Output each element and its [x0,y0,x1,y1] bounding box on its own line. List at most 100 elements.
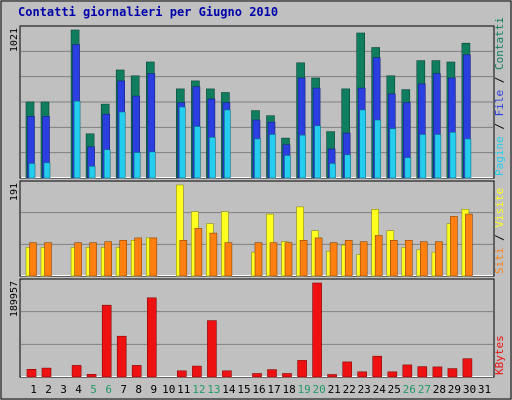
series-label-visits: Siti / Visite [493,188,506,274]
day-label-30: 30 [463,383,476,396]
bar-kbytes-day-17 [267,369,277,378]
bar-kbytes-day-25 [387,371,398,378]
bar-siti-day-1 [29,242,37,277]
day-label-22: 22 [343,383,356,396]
series-label-part: / [493,116,506,136]
bar-pagine-day-8 [133,152,141,179]
bar-siti-day-20 [314,237,323,277]
day-label-9: 9 [150,383,157,396]
day-label-16: 16 [252,383,265,396]
bar-siti-day-29 [450,216,458,277]
bar-siti-day-9 [149,237,158,277]
chart-title: Contatti giornalieri per Giugno 2010 [18,5,278,19]
bar-pagine-day-19 [299,134,306,179]
bar-kbytes-day-6 [101,304,112,378]
day-label-20: 20 [312,383,325,396]
bar-siti-day-11 [179,240,188,277]
day-label-1: 1 [30,383,37,396]
bar-kbytes-day-22 [342,361,353,378]
bar-kbytes-day-30 [462,358,473,378]
day-label-23: 23 [358,383,371,396]
bar-pagine-day-26 [404,157,412,179]
bar-siti-day-18 [284,242,293,277]
day-label-2: 2 [45,383,52,396]
day-label-26: 26 [403,383,416,396]
bar-pagine-day-21 [329,163,336,179]
day-label-14: 14 [222,383,236,396]
day-labels: 1 2 3 4 5 6 7 8 9 10 11 12 13 14 15 16 17 18 19 20 21 22 23 24 2… [30,383,491,396]
bar-siti-day-19 [299,240,308,277]
bar-pagine-day-12 [194,126,201,179]
day-label-6: 6 [105,383,112,396]
bar-kbytes-day-5 [86,373,97,378]
bar-siti-day-26 [404,240,413,277]
bar-siti-day-24 [374,235,383,277]
chart-bars [25,29,473,378]
bar-kbytes-day-1 [26,368,37,378]
day-label-5: 5 [90,383,97,396]
bar-kbytes-day-19 [297,360,307,378]
bar-siti-day-17 [269,242,278,277]
bar-siti-day-8 [134,237,142,277]
day-label-27: 27 [418,383,431,396]
day-label-29: 29 [448,383,461,396]
day-label-7: 7 [120,383,127,396]
bar-siti-day-25 [389,240,398,277]
bar-pagine-day-22 [344,154,352,179]
bar-kbytes-day-12 [192,365,202,378]
bar-pagine-day-2 [43,162,51,179]
bar-kbytes-day-18 [282,373,292,378]
bar-kbytes-day-16 [252,373,262,378]
day-label-21: 21 [328,383,341,396]
bar-kbytes-day-27 [417,366,428,378]
bar-pagine-day-28 [434,134,442,179]
bar-kbytes-day-29 [447,368,458,378]
bar-pagine-day-9 [149,151,156,179]
max-label-kbytes: 189957 [9,281,20,317]
bar-siti-day-23 [359,241,368,277]
max-label-visits: 191 [9,183,20,201]
day-label-3: 3 [60,383,67,396]
day-label-24: 24 [373,383,387,396]
bar-pagine-day-5 [88,166,96,179]
bar-siti-day-6 [104,241,112,277]
bar-pagine-day-13 [209,137,216,179]
bar-kbytes-day-28 [432,366,443,378]
series-label-part: Pagine [493,136,506,176]
day-label-10: 10 [162,383,175,396]
bar-siti-day-30 [465,213,473,277]
day-label-12: 12 [192,383,205,396]
day-label-17: 17 [267,383,280,396]
series-label-part: Visite [493,188,506,228]
bar-siti-day-14 [224,242,233,277]
day-label-15: 15 [237,383,250,396]
day-label-25: 25 [388,383,401,396]
bar-siti-day-21 [329,242,338,277]
bar-pagine-day-27 [419,134,427,179]
bar-pagine-day-11 [179,106,186,179]
bar-siti-day-13 [209,232,218,277]
bar-siti-day-12 [194,228,203,277]
series-label-part: Contatti [493,17,506,70]
series-label-hits: Pagine / File / Contatti [493,17,506,176]
series-label-part: KBytes [493,335,506,375]
bar-kbytes-day-4 [71,365,82,378]
bar-siti-day-2 [44,242,52,277]
bar-pagine-day-17 [269,134,276,179]
bar-pagine-day-23 [359,109,367,179]
bar-siti-day-4 [74,242,82,277]
bar-siti-day-16 [254,242,263,277]
bar-pagine-day-25 [389,128,397,179]
bar-pagine-day-24 [374,119,382,179]
max-value-labels: 1021 191 189957 [9,28,20,317]
bar-siti-day-22 [344,240,353,277]
day-label-13: 13 [207,383,220,396]
bar-kbytes-day-2 [41,367,52,378]
day-label-4: 4 [75,383,82,396]
bar-pagine-day-1 [28,163,36,179]
bar-kbytes-day-24 [372,355,383,378]
bar-siti-day-5 [89,242,97,277]
bar-pagine-day-7 [118,111,126,179]
